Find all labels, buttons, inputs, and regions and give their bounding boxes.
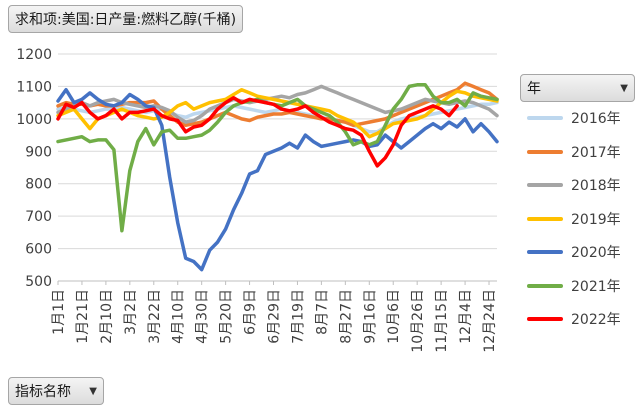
x-tick-label: 10月6日 <box>386 289 402 344</box>
y-tick-label: 500 <box>25 274 52 290</box>
y-tick-label: 600 <box>25 242 52 258</box>
legend-item: 2020年 <box>527 242 621 262</box>
legend-item: 2016年 <box>527 108 621 128</box>
legend-label: 2021年 <box>571 278 621 295</box>
legend-item: 2021年 <box>527 276 621 296</box>
x-tick-label: 1月1日 <box>51 289 67 335</box>
legend-label: 2022年 <box>571 312 621 328</box>
x-tick-label: 12月24日 <box>482 289 498 353</box>
legend-label: 2019年 <box>571 211 621 228</box>
legend-label: 2018年 <box>571 178 621 194</box>
legend-label: 2017年 <box>571 144 621 161</box>
legend-item: 2019年 <box>527 209 621 229</box>
chevron-down-icon <box>89 386 97 397</box>
chevron-down-icon <box>620 83 628 94</box>
x-tick-label: 3月22日 <box>147 289 163 344</box>
series-line <box>56 96 459 168</box>
legend-swatch <box>527 149 563 154</box>
line-chart: 500 600 700 800 900 1000 1100 1200 1月1日 1月21日 2月10… <box>16 47 499 353</box>
x-tick-label: 1月21日 <box>75 289 91 344</box>
x-tick-label: 4月30日 <box>195 289 211 344</box>
x-tick-label: 8月7日 <box>314 289 330 335</box>
legend-label: 2020年 <box>571 245 621 261</box>
x-tick-label: 8月27日 <box>338 289 354 344</box>
x-tick-label: 2月10日 <box>99 289 115 344</box>
y-tick-label: 1200 <box>16 47 52 63</box>
legend-swatch <box>527 116 563 120</box>
legend-swatch <box>527 317 563 321</box>
legend-item: 2017年 <box>527 142 621 162</box>
y-tick-label: 900 <box>25 144 52 160</box>
x-tick-label: 6月9日 <box>243 289 259 335</box>
axis-filter-button[interactable]: 指标名称 <box>8 377 104 405</box>
y-tick-label: 1000 <box>16 112 52 128</box>
x-tick-label: 12月4日 <box>458 289 474 344</box>
x-tick-label: 9月16日 <box>362 289 378 344</box>
legend-swatch <box>527 183 563 187</box>
field-button[interactable]: 求和项:美国:日产量:燃料乙醇(千桶) <box>8 5 244 33</box>
y-tick-label: 1100 <box>16 79 52 95</box>
x-tick-label: 4月10日 <box>171 289 187 344</box>
series-line <box>56 84 499 124</box>
x-tick-label: 10月26日 <box>410 289 426 353</box>
legend-filter-label: 年 <box>527 81 541 97</box>
legend-swatch <box>527 250 563 254</box>
series-line <box>56 87 499 272</box>
legend-item: 2018年 <box>527 175 621 195</box>
axis-filter-label: 指标名称 <box>15 384 71 400</box>
legend-swatch <box>527 283 563 288</box>
x-tick-label: 5月20日 <box>219 289 235 344</box>
field-button-label: 求和项:美国:日产量:燃料乙醇(千桶) <box>15 12 237 28</box>
legend-filter-button[interactable]: 年 <box>520 74 635 102</box>
x-tick-label: 11月15日 <box>434 289 450 353</box>
legend-label: 2016年 <box>571 111 621 127</box>
legend-swatch <box>527 216 563 221</box>
x-tick-label: 7月19日 <box>290 289 306 344</box>
y-tick-label: 700 <box>25 209 52 225</box>
series-line <box>56 81 499 128</box>
x-tick-label: 6月29日 <box>267 289 283 344</box>
y-tick-label: 800 <box>25 177 52 193</box>
x-tick-label: 3月2日 <box>123 289 139 335</box>
legend-item: 2022年 <box>527 309 621 329</box>
